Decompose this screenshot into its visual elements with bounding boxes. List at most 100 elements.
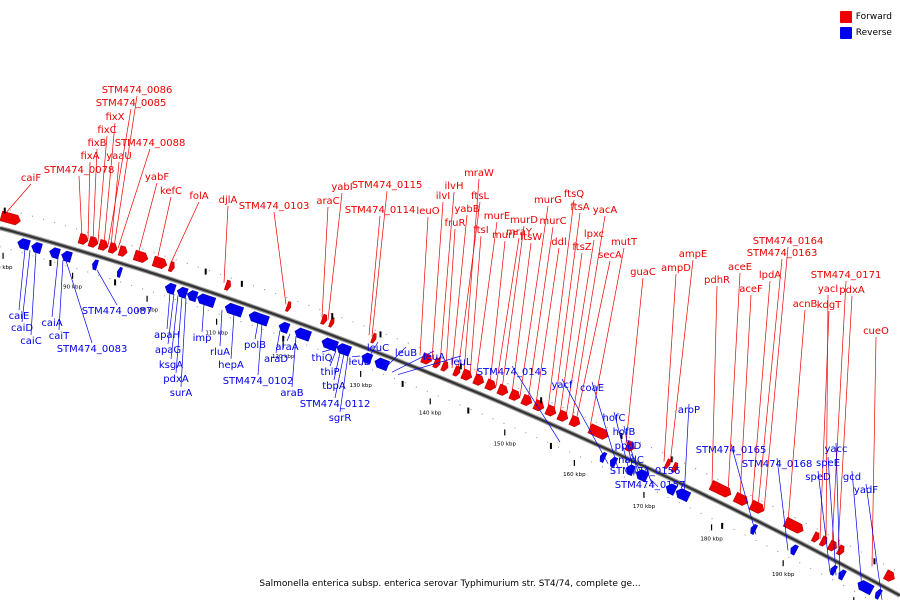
track-dot-0: [429, 351, 432, 353]
leader-line: [511, 242, 532, 394]
forward-gene-label: STM474_0086: [102, 85, 173, 96]
forward-gene-arrow: [532, 399, 545, 412]
track-dot-0: [695, 467, 697, 470]
track-dot-0: [230, 277, 233, 279]
track-dot-0: [639, 441, 642, 444]
forward-gene-label: secA: [598, 250, 622, 261]
orientation-tick: [204, 268, 207, 275]
forward-gene-label: kdgT: [817, 300, 842, 311]
reverse-gene-label: speD: [805, 472, 831, 483]
forward-gene-label: cueO: [863, 326, 889, 337]
forward-gene-arrow: [420, 352, 432, 365]
reverse-gene-arrow: [164, 282, 177, 295]
track-dot-0: [650, 447, 653, 449]
leader-line: [371, 190, 388, 337]
reverse-gene-label: pdxA: [163, 374, 189, 385]
tick-label: 90 kbp: [63, 285, 82, 291]
track-dot-0: [396, 338, 398, 340]
reverse-gene-label: STM474_0168: [742, 459, 813, 470]
track-dot-0: [352, 321, 354, 323]
forward-gene-label: yabF: [145, 172, 169, 183]
track-dot-0: [363, 325, 365, 327]
leader-line: [321, 348, 333, 353]
track-dot-1: [689, 507, 691, 509]
leader-line: [575, 260, 611, 422]
forward-gene-label: djlA: [219, 195, 238, 206]
track-dot-1: [120, 281, 122, 283]
forward-gene-label: murD: [510, 215, 538, 226]
track-dot-1: [558, 446, 560, 448]
track-dot-1: [328, 352, 330, 354]
track-dot-0: [20, 212, 22, 214]
leader-line: [559, 252, 583, 415]
leader-line: [87, 161, 91, 240]
track-dot-1: [667, 496, 669, 499]
reverse-gene-label: STM474_0145: [477, 367, 548, 378]
reverse-gene-label: surA: [170, 388, 193, 399]
reverse-gene-label: nadC: [618, 455, 644, 466]
leader-line: [865, 483, 883, 600]
track-dot-0: [683, 462, 686, 464]
reverse-gene-arrow: [117, 267, 123, 278]
reverse-gene-arrow: [248, 311, 270, 327]
track-dot-1: [152, 291, 155, 293]
leader-line: [547, 199, 575, 409]
forward-gene-arrow: [460, 368, 473, 381]
forward-gene-arrow: [132, 249, 149, 263]
leader-line: [78, 175, 83, 238]
leader-line: [623, 425, 635, 476]
reverse-gene-label: ppdD: [615, 441, 642, 452]
reverse-gene-label: STM474_0083: [57, 344, 128, 355]
track-dot-1: [54, 261, 56, 263]
leader-line: [625, 277, 644, 444]
reverse-gene-arrow: [196, 293, 217, 308]
track-dot-1: [700, 512, 702, 514]
forward-gene-label: ilvH: [445, 181, 464, 192]
track-dot-0: [120, 241, 122, 243]
track-dot-0: [76, 228, 78, 230]
track-dot-1: [788, 556, 790, 558]
reverse-gene-label: hofB: [613, 427, 636, 438]
forward-gene-arrow: [284, 301, 292, 312]
track-dot-0: [849, 545, 851, 547]
track-dot-1: [853, 590, 856, 593]
track-dot-1: [131, 284, 133, 287]
track-dot-1: [864, 596, 867, 598]
forward-swatch: [839, 10, 852, 23]
forward-gene-label: fruR: [445, 218, 466, 229]
track-dot-1: [415, 386, 417, 388]
track-dot-1: [0, 246, 1, 248]
leader-line: [223, 205, 229, 283]
tick-label: 150 kbp: [494, 441, 517, 447]
leader-line: [835, 442, 841, 578]
track-dot-0: [374, 329, 376, 331]
track-dot-1: [492, 418, 494, 420]
track-dot-1: [174, 298, 176, 301]
track-dot-0: [109, 238, 111, 240]
reverse-gene-label: STM474_0157: [615, 480, 686, 491]
forward-gene-label: ilvI: [436, 191, 450, 202]
track-dot-0: [286, 296, 288, 299]
forward-gene-label: murG: [534, 195, 562, 206]
reverse-gene-label: hepA: [218, 360, 244, 371]
leader-line: [463, 178, 480, 374]
forward-gene-arrow: [835, 544, 845, 556]
track-dot-0: [595, 421, 597, 423]
track-dot-0: [208, 270, 210, 272]
forward-gene-arrow: [544, 404, 557, 417]
leader-line: [368, 215, 381, 336]
track-dot-1: [733, 528, 735, 531]
orientation-tick: [873, 558, 876, 565]
forward-gene-label: mraY: [506, 227, 533, 238]
track-dot-0: [717, 478, 719, 480]
reverse-gene-arrow: [599, 451, 608, 463]
track-dot-1: [163, 295, 166, 297]
reverse-gene-label: STM474_0156: [610, 466, 681, 477]
track-dot-0: [164, 255, 166, 257]
track-dot-0: [275, 292, 277, 295]
reverse-gene-label: ksgA: [159, 360, 183, 371]
forward-gene-label: yacl: [818, 284, 838, 295]
track-dot-1: [382, 373, 385, 375]
leader-line: [97, 135, 108, 243]
leader-line: [169, 201, 200, 265]
